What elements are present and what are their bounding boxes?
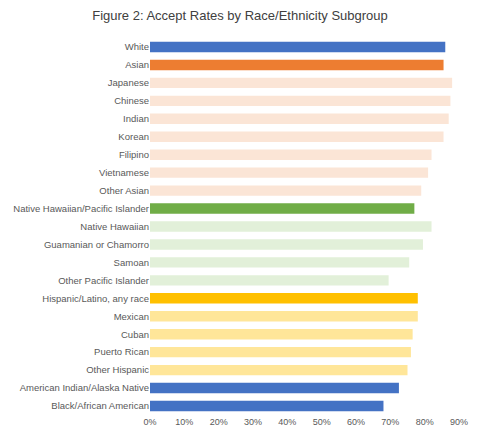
svg-text:Asian: Asian [125, 59, 149, 70]
svg-text:Cuban: Cuban [121, 329, 149, 340]
svg-text:Filipino: Filipino [119, 149, 149, 160]
svg-text:Puerto Rican: Puerto Rican [94, 346, 149, 357]
svg-text:60%: 60% [347, 417, 365, 427]
svg-text:0%: 0% [143, 417, 156, 427]
svg-text:20%: 20% [210, 417, 228, 427]
svg-text:Other Pacific Islander: Other Pacific Islander [58, 275, 149, 286]
svg-text:American Indian/Alaska Native: American Indian/Alaska Native [20, 382, 149, 393]
svg-text:Figure 2: Accept Rates by Race: Figure 2: Accept Rates by Race/Ethnicity… [92, 8, 388, 23]
svg-text:Indian: Indian [123, 113, 149, 124]
svg-text:White: White [125, 41, 149, 52]
svg-text:Other Hispanic: Other Hispanic [86, 364, 149, 375]
svg-text:Native Hawaiian/Pacific Island: Native Hawaiian/Pacific Islander [13, 203, 149, 214]
svg-text:Samoan: Samoan [114, 257, 149, 268]
svg-text:Korean: Korean [118, 131, 149, 142]
svg-text:Japanese: Japanese [108, 77, 149, 88]
svg-text:50%: 50% [313, 417, 331, 427]
svg-text:40%: 40% [278, 417, 296, 427]
svg-text:70%: 70% [381, 417, 399, 427]
svg-text:Native Hawaiian: Native Hawaiian [80, 221, 149, 232]
svg-text:Black/African American: Black/African American [51, 400, 149, 411]
svg-text:90%: 90% [450, 417, 468, 427]
svg-text:10%: 10% [175, 417, 193, 427]
svg-text:Mexican: Mexican [114, 311, 149, 322]
svg-text:30%: 30% [244, 417, 262, 427]
svg-text:Vietnamese: Vietnamese [99, 167, 149, 178]
svg-text:Other Asian: Other Asian [99, 185, 149, 196]
svg-text:80%: 80% [416, 417, 434, 427]
svg-text:Hispanic/Latino, any race: Hispanic/Latino, any race [42, 293, 149, 304]
svg-text:Guamanian or Chamorro: Guamanian or Chamorro [44, 239, 149, 250]
svg-text:Chinese: Chinese [114, 95, 149, 106]
